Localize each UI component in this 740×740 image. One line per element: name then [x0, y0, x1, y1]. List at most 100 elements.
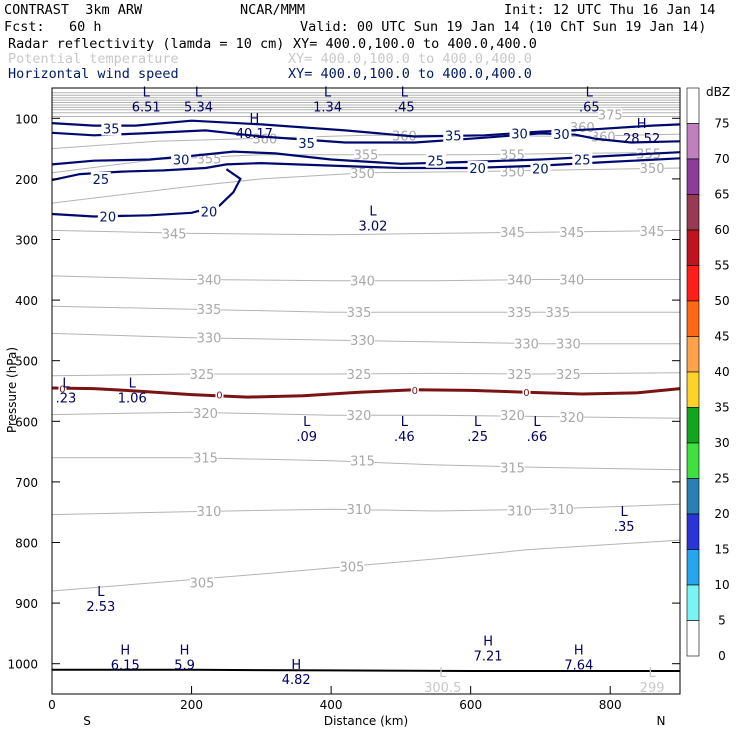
extremum-low-marker: L: [195, 85, 203, 100]
theta-label-bg: [350, 165, 375, 180]
colorbar-swatch: [686, 513, 700, 550]
theta-label-bg: [559, 272, 584, 287]
wind-label: 20: [100, 210, 117, 225]
extremum-value: 5.34: [184, 100, 213, 115]
colorbar-level: 75: [714, 117, 729, 131]
colorbar-swatch: [686, 300, 700, 337]
extremum-low-marker: L: [474, 415, 482, 430]
extremum-high-marker: H: [483, 635, 493, 650]
wind-label-bg: [296, 136, 317, 151]
colorbar-swatch: [686, 549, 700, 586]
zero-marker-bg: [215, 389, 224, 400]
extrema-layer: L6.51L5.34L1.34L.45L.65H40.17H28.52L3.02…: [56, 85, 665, 696]
field-theta-name: Potential temperature: [8, 51, 179, 67]
theta-label-bg: [347, 408, 372, 423]
theta-label: 305: [190, 576, 215, 591]
theta-label: 340: [507, 273, 532, 288]
colorbar-swatch: [686, 407, 700, 444]
theta-label-bg: [193, 450, 218, 465]
theta-label: 375: [598, 109, 623, 124]
theta-label: 340: [197, 273, 222, 288]
theta-label-bg: [347, 367, 372, 382]
field-wind-xy: XY= 400.0,100.0 to 400.0,400.0: [288, 66, 532, 82]
wind-label: 20: [201, 206, 218, 221]
theta-label: 345: [559, 226, 584, 241]
center-label: NCAR/MMM: [240, 2, 306, 18]
theta-label-bg: [559, 225, 584, 240]
theta-label: 330: [514, 338, 539, 353]
x-axis-title: Distance (km): [324, 714, 408, 728]
colorbar-level: 5: [718, 614, 726, 628]
theta-label: 320: [347, 409, 372, 424]
x-tick-label: 0: [48, 698, 56, 712]
y-tick-label: 400: [15, 294, 38, 308]
colorbar-swatch: [686, 371, 700, 408]
extremum-value: 4.82: [282, 673, 311, 688]
theta-label-bg: [190, 575, 215, 590]
colorbar-level: 45: [714, 330, 729, 344]
theta-label: 310: [197, 505, 222, 520]
wind-label-bg: [199, 204, 219, 219]
extremum-value: 2.53: [86, 600, 115, 615]
colorbar-level: 55: [714, 259, 729, 273]
zero-marker: 0: [59, 385, 65, 396]
extremum-value: 7.64: [564, 659, 593, 674]
theta-label-bg: [350, 333, 375, 348]
theta-label-bg: [507, 367, 532, 382]
wind-contour-35-0: [51, 119, 681, 138]
theta-label: 320: [193, 407, 218, 422]
y-tick-label: 100: [15, 112, 38, 126]
theta-label: 330: [350, 334, 375, 349]
extremum-low-marker: L: [369, 204, 377, 219]
colorbar-swatch: [686, 584, 700, 621]
extremum-low-marker: L: [62, 376, 70, 391]
zero-marker-bg: [58, 383, 67, 394]
extremum-low-marker: L: [621, 505, 629, 520]
init-time: Init: 12 UTC Thu 16 Jan 14: [504, 2, 716, 18]
colorbar-level: 35: [714, 401, 729, 415]
colorbar-level: 10: [714, 578, 729, 592]
theta-label-bg: [559, 410, 584, 425]
extremum-value: 6.15: [111, 659, 140, 674]
zero-dbz-layer: 0 0 0 0: [51, 383, 681, 672]
colorbar-swatch: [686, 442, 700, 479]
y-tick-label: 600: [15, 415, 38, 429]
wind-label: 25: [574, 154, 591, 169]
x-end-left: S: [83, 714, 91, 728]
wind-label: 35: [298, 137, 315, 152]
theta-label-bg: [640, 160, 665, 175]
theta-label-bg: [347, 305, 372, 320]
wind-label-bg: [90, 171, 111, 186]
extremum-low-marker: L: [129, 376, 137, 391]
colorbar-swatch: [686, 158, 700, 195]
theta-label-bg: [500, 460, 525, 475]
theta-label-bg: [197, 503, 221, 518]
theta-label-bg: [340, 559, 365, 574]
theta-label-bg: [598, 107, 623, 122]
theta-label-bg: [500, 164, 525, 179]
extremum-high-marker: H: [120, 644, 130, 659]
theta-label-bg: [514, 336, 539, 351]
theta-label-bg: [350, 273, 375, 288]
wind-label: 30: [173, 154, 190, 169]
theta-label: 325: [556, 368, 581, 383]
extremum-low-marker: L: [97, 585, 105, 600]
extremum-low-marker: L: [303, 415, 311, 430]
theta-label-bg: [197, 272, 221, 287]
theta-label: 310: [549, 503, 574, 518]
theta-label: 335: [347, 306, 372, 321]
colorbar-swatch: [686, 229, 700, 266]
extremum-value: 40.17: [236, 127, 273, 142]
colorbar-swatch: [686, 194, 700, 231]
wind-label-bg: [467, 160, 488, 175]
colorbar-level: 60: [714, 223, 729, 237]
theta-label: 360: [570, 121, 595, 136]
zero-marker: 0: [412, 386, 418, 397]
extremum-value: .45: [394, 100, 415, 115]
extremum-low-marker: L: [143, 85, 151, 100]
extremum-value: .66: [527, 430, 548, 445]
theta-label: 305: [340, 561, 365, 576]
extremum-value: .25: [467, 430, 488, 445]
wind-label-bg: [171, 152, 192, 167]
